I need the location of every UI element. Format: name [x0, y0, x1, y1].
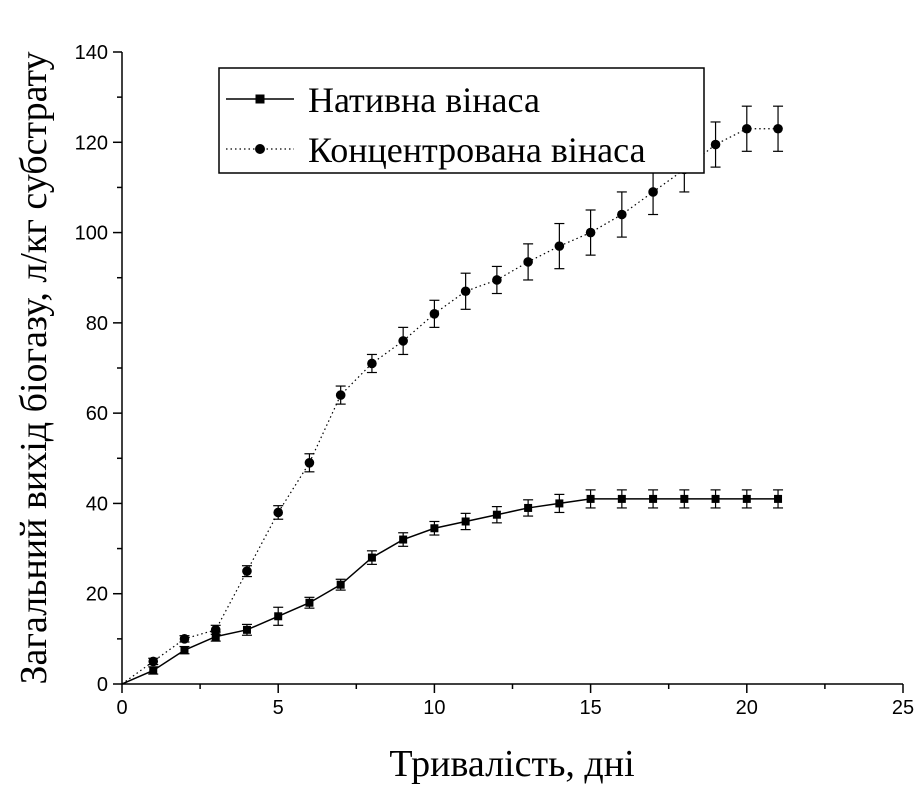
data-point-native — [649, 494, 658, 503]
data-point-concentrated — [367, 358, 377, 369]
data-point-native — [305, 598, 314, 607]
y-tick-label: 140 — [75, 42, 108, 64]
data-point-native — [336, 580, 345, 589]
data-point-concentrated — [429, 309, 440, 319]
data-point-native — [524, 503, 533, 512]
y-tick-label: 20 — [86, 584, 108, 606]
data-point-concentrated — [335, 390, 346, 400]
data-point-concentrated — [742, 123, 752, 134]
series-lines — [121, 128, 779, 685]
x-tick-label: 20 — [736, 697, 758, 719]
data-point-concentrated — [460, 286, 471, 297]
y-tick-label: 80 — [86, 313, 108, 335]
data-point-concentrated — [710, 139, 721, 150]
data-point-native — [492, 510, 501, 519]
x-axis-title: Тривалість, дні — [389, 743, 634, 785]
series-line-native — [121, 498, 779, 685]
data-point-native — [617, 494, 626, 503]
x-tick-label: 0 — [116, 697, 127, 719]
data-point-native — [586, 494, 595, 503]
legend-marker-concentrated — [255, 144, 265, 154]
data-point-concentrated — [242, 566, 252, 576]
error-bars — [148, 105, 784, 675]
data-point-concentrated — [554, 241, 565, 251]
legend-label-concentrated: Концентрована вінаса — [308, 130, 646, 170]
data-point-concentrated — [398, 336, 408, 346]
data-point-concentrated — [523, 257, 533, 267]
x-tick-label: 10 — [423, 697, 445, 719]
data-point-concentrated — [179, 634, 190, 644]
y-axis-title: Загальний вихід біогазу, л/кг субстрату — [13, 51, 55, 684]
data-point-native — [367, 553, 376, 562]
legend-box — [218, 67, 705, 174]
x-tick-label: 25 — [892, 697, 914, 719]
series-markers — [148, 123, 783, 675]
y-ticks: 0 20 40 60 80 100 120 140 — [75, 42, 122, 696]
x-ticks: 0 5 10 15 20 25 — [116, 684, 914, 719]
data-point-native — [149, 666, 158, 675]
data-point-native — [274, 612, 283, 621]
data-point-concentrated — [148, 656, 159, 667]
series-line-concentrated — [121, 128, 779, 685]
x-tick-label: 15 — [579, 697, 601, 719]
data-point-native — [180, 646, 189, 655]
data-point-native — [399, 535, 408, 544]
y-tick-label: 120 — [75, 132, 108, 154]
y-tick-label: 40 — [86, 493, 108, 515]
data-point-native — [211, 632, 220, 641]
data-point-native — [711, 494, 720, 503]
legend-marker-native — [255, 94, 265, 104]
data-point-concentrated — [492, 275, 502, 285]
data-point-concentrated — [617, 209, 627, 220]
data-point-native — [680, 494, 689, 503]
data-point-native — [742, 494, 751, 503]
data-point-native — [242, 625, 251, 634]
data-point-concentrated — [585, 227, 596, 238]
legend: Нативна вінаса Концентрована вінаса — [218, 67, 705, 174]
y-tick-label: 60 — [86, 403, 108, 425]
data-point-concentrated — [273, 507, 284, 518]
data-point-concentrated — [304, 458, 315, 468]
data-point-native — [430, 524, 439, 533]
data-point-concentrated — [210, 625, 221, 635]
data-point-native — [774, 494, 783, 503]
y-tick-label: 100 — [75, 223, 108, 245]
data-point-concentrated — [773, 123, 783, 134]
y-tick-label: 0 — [97, 674, 108, 696]
data-point-native — [461, 517, 470, 526]
legend-label-native: Нативна вінаса — [308, 80, 540, 120]
data-point-native — [555, 499, 564, 508]
data-point-concentrated — [648, 187, 658, 197]
x-tick-label: 5 — [273, 697, 284, 719]
